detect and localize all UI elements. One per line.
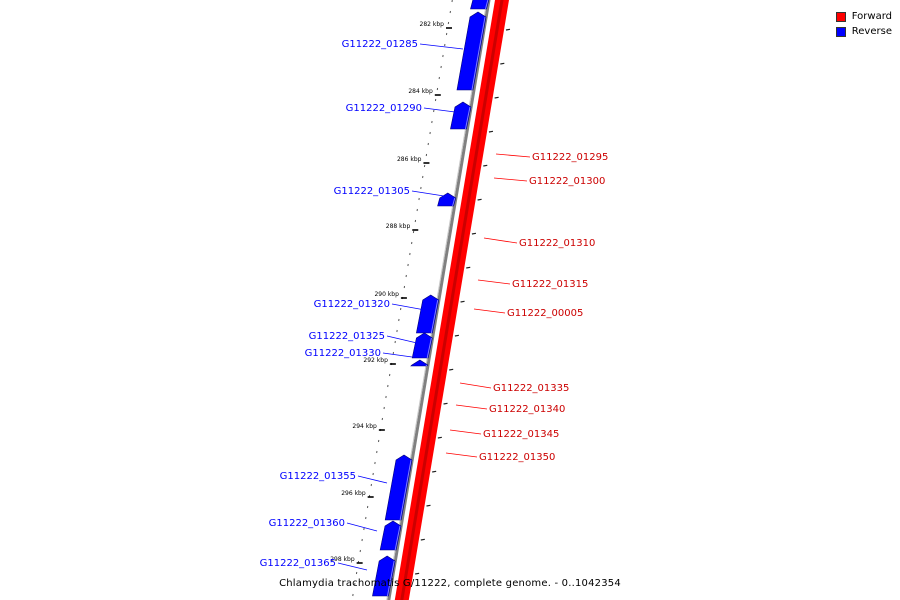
forward-tick (500, 62, 505, 65)
reverse-gene-leader (337, 562, 368, 571)
forward-tick (483, 164, 488, 167)
reverse-gene (450, 101, 472, 130)
reverse-gene-leader (411, 190, 445, 197)
kbp-tick-label: 286 kbp (397, 156, 422, 163)
kbp-tick-label: 296 kbp (341, 490, 366, 497)
reverse-gene-highlight (430, 299, 439, 334)
reverse-gene-leader (391, 303, 426, 311)
forward-gene-leader (483, 237, 518, 244)
forward-gene-leader (495, 153, 531, 158)
reverse-gene-leader (357, 475, 388, 484)
reverse-gene-highlight (399, 459, 412, 521)
forward-tick (426, 504, 431, 507)
reverse-gene-label: G11222_01355 (280, 471, 356, 482)
forward-gene-leader (459, 382, 492, 389)
reverse-gene-highlight (452, 197, 456, 207)
reverse-gene-leader (382, 352, 413, 358)
forward-tick (460, 300, 465, 303)
reverse-gene-label: G11222_01365 (260, 558, 336, 569)
reverse-swatch (835, 26, 846, 37)
forward-tick (443, 402, 448, 405)
reverse-gene (456, 11, 487, 91)
forward-tick (477, 198, 482, 201)
reverse-gene-highlight (386, 560, 395, 597)
forward-tick (420, 538, 425, 541)
forward-tick (505, 28, 511, 31)
legend-forward-label: Forward (851, 11, 892, 22)
forward-gene-label: G11222_01340 (489, 404, 565, 415)
forward-gene-leader (477, 279, 511, 285)
forward-gene-label: G11222_01335 (493, 383, 569, 394)
reverse-gene-leader (386, 335, 418, 344)
kbp-tick-label: 282 kbp (420, 21, 445, 28)
forward-gene-label: G11222_01350 (479, 452, 555, 463)
forward-gene-label: G11222_01315 (512, 279, 588, 290)
forward-tick (432, 470, 437, 473)
reverse-gene-label: G11222_01305 (334, 186, 410, 197)
reverse-gene-label: G11222_01330 (305, 348, 381, 359)
forward-gene-leader (449, 429, 482, 435)
reverse-gene-highlight (426, 337, 432, 359)
reverse-gene (384, 454, 413, 521)
kbp-tick-label: 288 kbp (386, 223, 411, 230)
reverse-gene (470, 0, 490, 10)
legend-reverse: Reverse (835, 24, 892, 39)
kbp-tick-label: 292 kbp (363, 357, 388, 364)
forward-gene-leader (455, 404, 488, 410)
forward-gene-label: G11222_01300 (529, 176, 605, 187)
forward-gene-label: G11222_00005 (507, 308, 583, 319)
forward-gene-label: G11222_01345 (483, 429, 559, 440)
kbp-tick-label: 294 kbp (352, 423, 377, 430)
forward-tick (454, 334, 459, 337)
forward-gene-leader (473, 308, 506, 314)
reverse-gene-highlight (394, 525, 401, 551)
reverse-gene-label: G11222_01325 (309, 331, 385, 342)
forward-tick (471, 232, 477, 235)
reverse-gene-label: G11222_01290 (346, 103, 422, 114)
reverse-gene-leader (423, 107, 456, 113)
forward-gene-leader (445, 452, 478, 458)
reverse-gene (411, 332, 433, 359)
legend: Forward Reverse (835, 9, 892, 39)
reverse-gene (410, 359, 429, 367)
legend-reverse-label: Reverse (851, 26, 892, 37)
reverse-gene-leader (419, 43, 464, 50)
reverse-gene-highlight (425, 364, 428, 367)
forward-track-core (400, 0, 504, 600)
kbp-tick-label: 298 kbp (330, 556, 355, 563)
forward-tick (488, 130, 494, 133)
reverse-gene (379, 520, 402, 551)
reverse-gene-highlight (485, 0, 489, 10)
reverse-gene-highlight (464, 106, 471, 130)
kbp-tick-label: 284 kbp (408, 88, 433, 95)
forward-tick (415, 572, 420, 575)
forward-swatch (835, 11, 846, 22)
forward-tick (494, 96, 499, 99)
genome-caption: Chlamydia trachomatis G/11222, complete … (279, 578, 621, 589)
reverse-gene-label: G11222_01285 (342, 39, 418, 50)
forward-tick (437, 436, 442, 439)
forward-tick (466, 266, 471, 269)
legend-forward: Forward (835, 9, 892, 24)
reverse-gene-label: G11222_01320 (314, 299, 390, 310)
kbp-tick-label: 290 kbp (374, 291, 399, 298)
reverse-gene (437, 192, 457, 207)
forward-tick (449, 368, 454, 371)
reverse-gene-label: G11222_01360 (269, 518, 345, 529)
reverse-gene-leader (346, 522, 378, 532)
forward-gene-leader (493, 177, 528, 182)
forward-gene-label: G11222_01310 (519, 238, 595, 249)
reverse-gene-highlight (471, 16, 486, 91)
forward-gene-label: G11222_01295 (532, 152, 608, 163)
